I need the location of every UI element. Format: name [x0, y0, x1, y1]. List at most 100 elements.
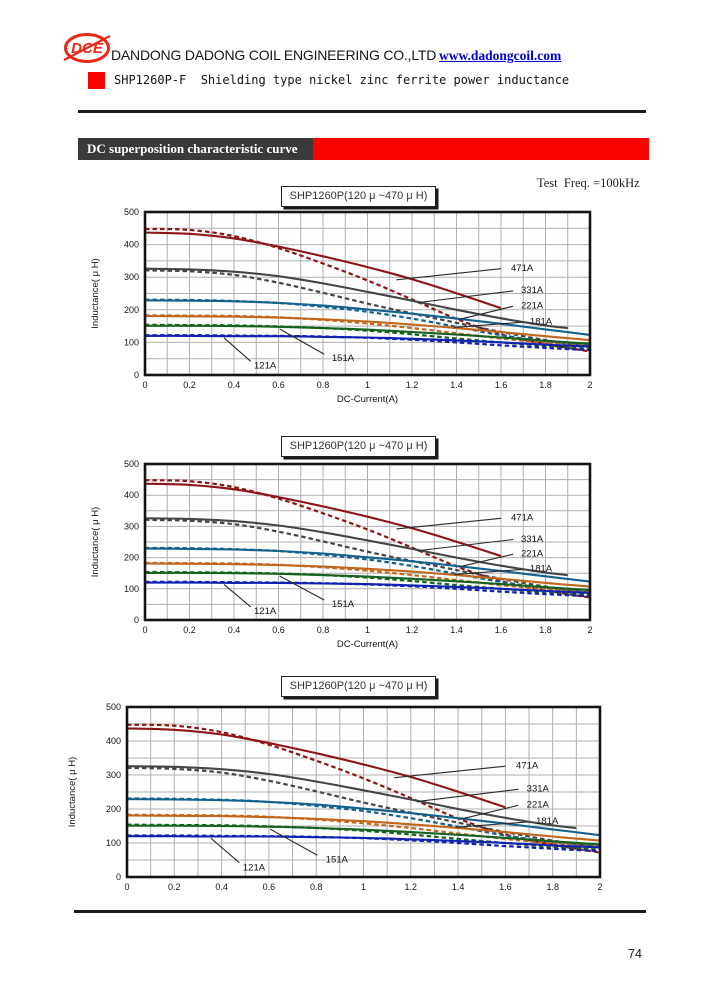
section-title: DC superposition characteristic curve [78, 138, 313, 160]
series-label-181A: 181A [536, 816, 559, 827]
x-axis-title: DC-Current(A) [337, 394, 398, 405]
y-tick-0: 0 [116, 872, 121, 882]
company-name: DANDONG DADONG COIL ENGINEERING CO.,LTD [111, 47, 437, 63]
x-tick-0.4: 0.4 [228, 380, 241, 390]
product-title: SHP1260P-F Shielding type nickel zinc fe… [114, 73, 570, 87]
x-tick-0.4: 0.4 [215, 882, 228, 892]
x-tick-1.4: 1.4 [450, 625, 463, 635]
series-label-181A: 181A [530, 316, 553, 327]
leader-line-221A [458, 305, 514, 321]
plot-border [125, 705, 602, 879]
curve-221A-dashed [144, 298, 591, 347]
x-tick-1.4: 1.4 [452, 882, 465, 892]
y-tick-0: 0 [134, 615, 139, 625]
x-tick-0.8: 0.8 [317, 380, 330, 390]
dc-superposition-chart-1: 471A 331A 221A 181A 121A 151A 0 100 200 300 400 500… [90, 207, 593, 405]
y-tick-200: 200 [106, 804, 121, 814]
series-label-221A: 221A [527, 800, 550, 811]
y-tick-100: 100 [106, 838, 121, 848]
chart-1-title: SHP1260P(120 μ ~470 μ H) [281, 186, 436, 207]
curve-331A-solid [144, 267, 568, 330]
plot-border [143, 210, 592, 377]
series-label-471A: 471A [511, 263, 534, 274]
x-tick-0.8: 0.8 [317, 625, 330, 635]
y-tick-100: 100 [124, 337, 139, 347]
y-tick-300: 300 [106, 770, 121, 780]
x-tick-0: 0 [142, 625, 147, 635]
bottom-divider [74, 910, 646, 913]
curve-181A-dashed [126, 813, 601, 849]
page-number: 74 [628, 947, 642, 961]
logo-ellipse [64, 33, 110, 63]
x-tick-2: 2 [597, 882, 602, 892]
leader-line-221A [458, 553, 514, 568]
leader-line-151A [279, 328, 325, 355]
y-axis-title: Inductance( μ H) [67, 757, 78, 827]
x-tick-1: 1 [365, 625, 370, 635]
leader-line-471A [396, 268, 502, 281]
series-label-221A: 221A [521, 301, 544, 312]
curve-221A-solid [126, 798, 601, 837]
dc-superposition-chart-2: 471A 331A 221A 181A 121A 151A 0 100 200 300 400 500… [90, 459, 593, 650]
curve-181A-dashed [144, 561, 591, 594]
chart-3-title: SHP1260P(120 μ ~470 μ H) [281, 676, 436, 697]
leader-line-331A [417, 290, 514, 304]
curve-331A-solid [144, 517, 568, 577]
website-link[interactable]: www.dadongcoil.com [439, 48, 562, 63]
series-label-331A: 331A [521, 534, 544, 545]
x-tick-1.8: 1.8 [539, 380, 552, 390]
logo-slash [63, 35, 111, 61]
x-tick-1.8: 1.8 [546, 882, 559, 892]
x-tick-0.8: 0.8 [310, 882, 323, 892]
series-label-471A: 471A [511, 513, 534, 524]
x-tick-1.2: 1.2 [406, 380, 419, 390]
y-tick-400: 400 [106, 736, 121, 746]
curve-471A-dashed [126, 723, 601, 854]
series-label-331A: 331A [521, 285, 544, 296]
test-frequency-note: Test Freq. =100kHz [537, 176, 640, 190]
x-tick-0.6: 0.6 [272, 625, 285, 635]
x-tick-0.4: 0.4 [228, 625, 241, 635]
x-tick-2: 2 [587, 625, 592, 635]
y-tick-100: 100 [124, 584, 139, 594]
x-tick-2: 2 [587, 380, 592, 390]
curve-121A-dashed [144, 580, 591, 598]
y-axis-title: Inductance( μ H) [90, 258, 101, 328]
leader-line-471A [396, 517, 502, 530]
leader-line-331A [417, 538, 514, 552]
curve-331A-dashed [144, 269, 591, 348]
series-label-121A: 121A [243, 862, 266, 873]
series-label-331A: 331A [527, 783, 550, 794]
x-tick-0.6: 0.6 [263, 882, 276, 892]
chart-2-title: SHP1260P(120 μ ~470 μ H) [281, 436, 436, 457]
x-tick-1.8: 1.8 [539, 625, 552, 635]
plot-border [143, 462, 592, 622]
y-tick-200: 200 [124, 553, 139, 563]
curve-471A-solid [144, 231, 502, 310]
x-tick-1.6: 1.6 [499, 882, 512, 892]
x-tick-0.2: 0.2 [168, 882, 181, 892]
x-tick-0: 0 [124, 882, 129, 892]
curve-121A-dashed [126, 834, 601, 853]
x-tick-1.4: 1.4 [450, 380, 463, 390]
top-divider [78, 110, 646, 113]
x-tick-0.2: 0.2 [183, 625, 196, 635]
y-tick-300: 300 [124, 272, 139, 282]
y-tick-300: 300 [124, 521, 139, 531]
series-label-121A: 121A [254, 606, 277, 617]
leader-line-181A [454, 568, 523, 575]
x-tick-1: 1 [361, 882, 366, 892]
x-axis-title: DC-Current(A) [337, 639, 398, 650]
series-label-471A: 471A [516, 760, 539, 771]
curve-471A-solid [144, 482, 502, 557]
curve-471A-dashed [144, 227, 591, 353]
y-axis-title: Inductance( μ H) [90, 507, 101, 577]
curve-471A-solid [126, 727, 506, 809]
dce-logo: DCE [63, 33, 111, 63]
y-tick-500: 500 [124, 459, 139, 469]
series-label-221A: 221A [521, 549, 544, 560]
leader-line-181A [455, 821, 528, 828]
y-tick-0: 0 [134, 370, 139, 380]
leader-line-151A [279, 575, 325, 601]
